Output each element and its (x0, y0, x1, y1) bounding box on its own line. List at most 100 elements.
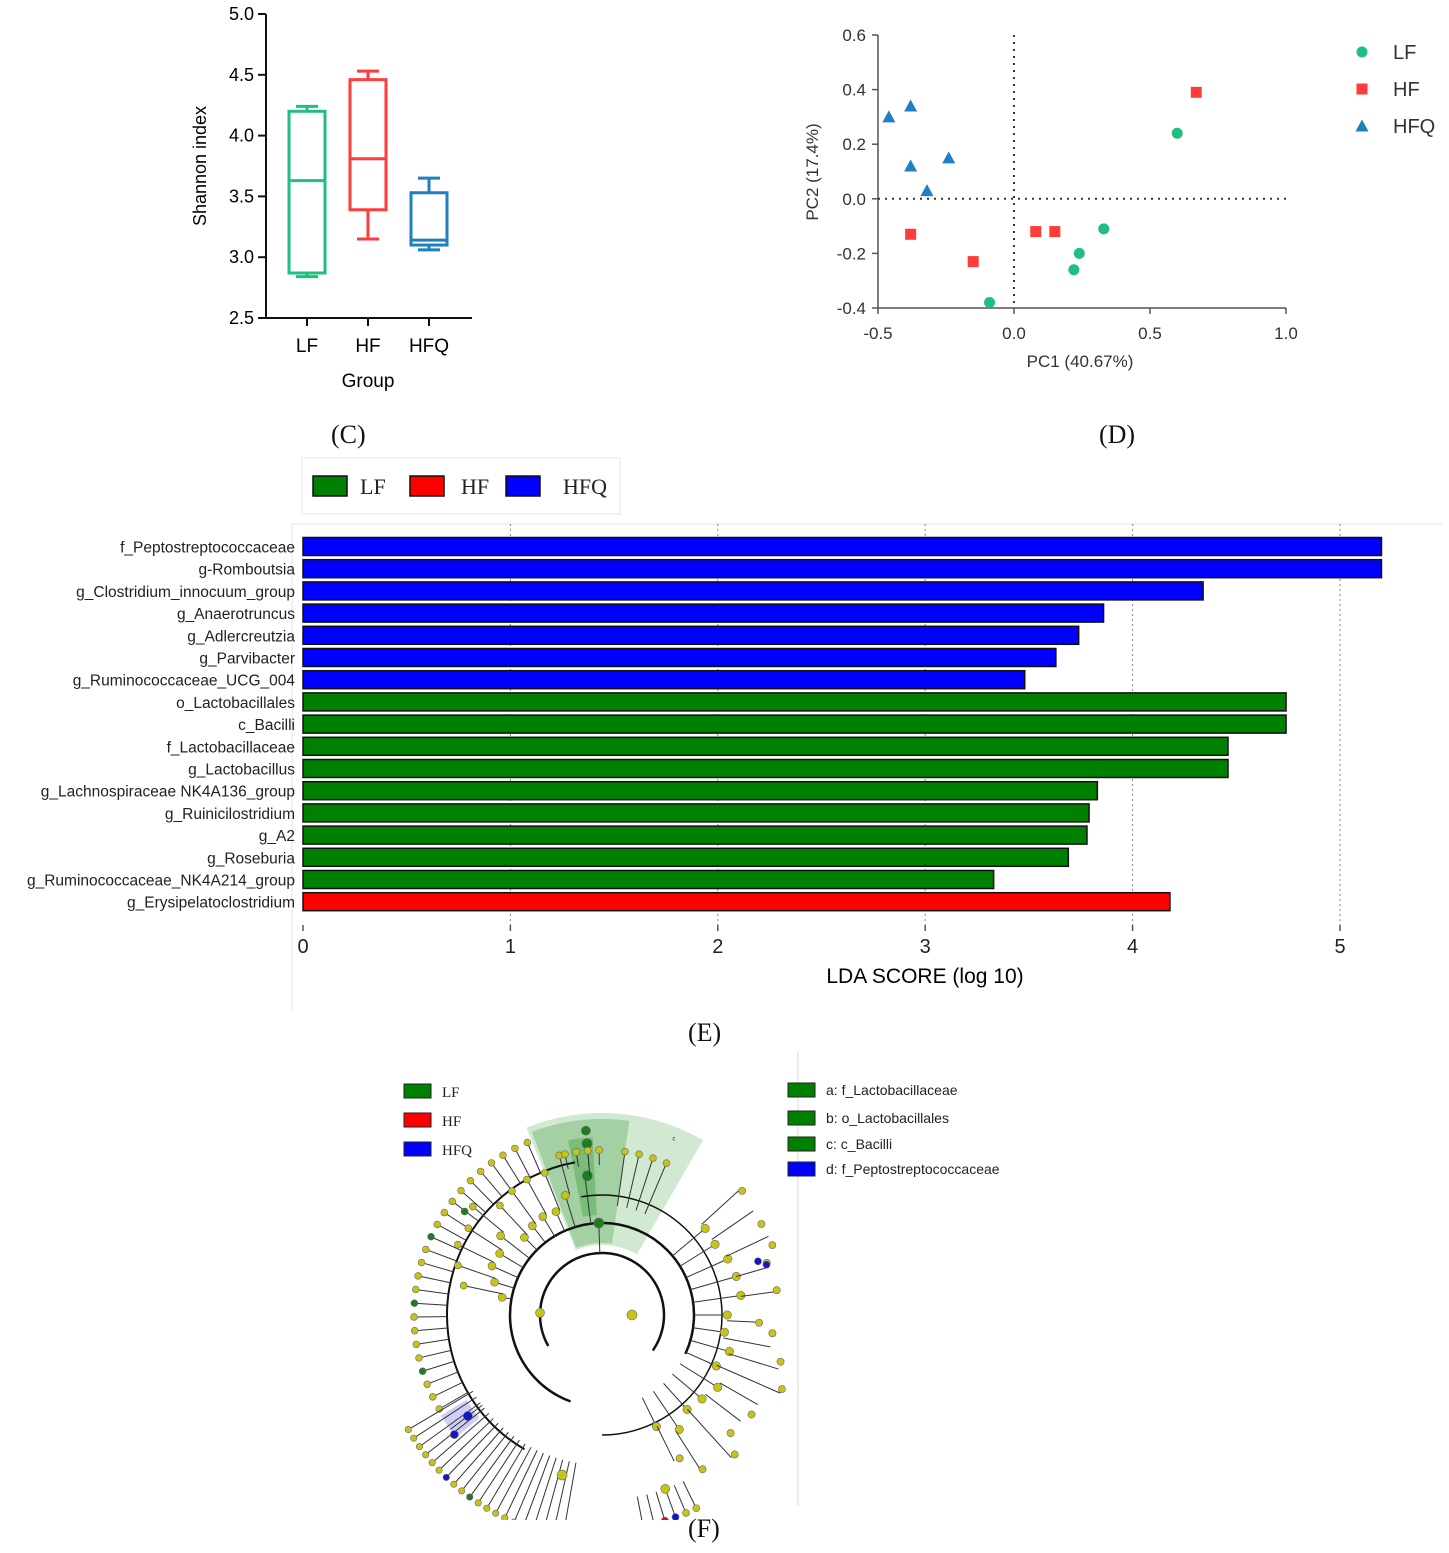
pca-legend-marker-hfq (1355, 119, 1369, 132)
cladogram-branch (486, 1443, 526, 1509)
lda-bar (302, 625, 1080, 646)
cladogram-branch (470, 1180, 494, 1205)
cladogram-branch (526, 1179, 547, 1215)
cladogram-branch (499, 1205, 528, 1236)
cladogram-branch (535, 1457, 557, 1520)
cladogram-node (422, 1451, 430, 1459)
cladogram-node (511, 1518, 517, 1520)
cladogram-node (528, 1221, 537, 1231)
cladogram-node (442, 1473, 450, 1481)
lda-legend-label: LF (360, 474, 386, 499)
cladogram-node (422, 1245, 430, 1254)
cladogram-branch (445, 1422, 499, 1478)
cladogram-node (777, 1385, 786, 1394)
cladogram-node (700, 1223, 710, 1233)
pca-x-tick-label: -0.5 (863, 324, 892, 343)
cladogram-branch (418, 1349, 452, 1359)
pca-y-tick-label: 0.2 (842, 135, 866, 154)
cladogram-node (661, 1516, 669, 1520)
cladogram-ring-outer-left (446, 1161, 576, 1451)
cladogram-branch (495, 1446, 532, 1514)
lda-legend-swatch-hf (409, 475, 445, 497)
boxplot-x-tick-label: HFQ (409, 336, 449, 357)
lda-bar-label: g_Ruminococcaceae_NK4A214_group (27, 873, 295, 890)
pca-x-tick-label: 1.0 (1274, 324, 1298, 343)
cladogram-branch (701, 1188, 741, 1225)
cladogram-branch (425, 1248, 457, 1262)
pca-y-axis-label: PC2 (17.4%) (803, 123, 822, 220)
cladogram-node-a (581, 1125, 591, 1136)
cladogram-branch (673, 1485, 687, 1514)
cladogram-node (404, 1426, 412, 1434)
cladogram-branch (564, 1195, 576, 1228)
cladogram-node (724, 1347, 734, 1357)
cladogram-node (730, 1450, 739, 1459)
cladogram-branch (656, 1426, 675, 1462)
box-iqr (348, 78, 388, 212)
pca-scatter-plot: -0.4 -0.2 0.0 0.2 0.4 0.6 -0.5 0.0 0.5 1.0 LF HF HF… (803, 26, 1435, 371)
lda-bar-label: g_A2 (259, 828, 295, 845)
pca-legend-marker-hf (1356, 83, 1368, 95)
cladogram-node (410, 1434, 418, 1442)
cladogram-node (483, 1504, 491, 1512)
cladogram-branch (437, 1223, 467, 1241)
cladogram-branch (499, 1253, 524, 1269)
cladogram-branch (544, 1172, 561, 1211)
cladogram-node (595, 1146, 604, 1154)
panel-label-e: (E) (688, 1018, 722, 1047)
cladogram-branch (421, 1262, 454, 1273)
cladogram-branch (438, 1392, 469, 1410)
cladogram-node (660, 1484, 671, 1494)
cladogram-node (755, 1318, 763, 1327)
cladogram-node (499, 1151, 507, 1159)
lda-bar-label: g_Adlercreutzia (187, 628, 295, 645)
cladogram-branch (457, 1264, 496, 1279)
boxplot-x-tick-label: LF (296, 336, 318, 357)
pca-x-tick-label: 0.5 (1138, 324, 1162, 343)
cladogram-node (768, 1241, 777, 1249)
cladogram-branch (693, 1294, 741, 1303)
cladogram-node (497, 1293, 507, 1302)
cladogram-branch (463, 1285, 503, 1295)
cladogram-node (540, 1169, 549, 1177)
pca-point-hf (967, 256, 979, 268)
boxplot-y-tick-label: 4.0 (229, 126, 254, 146)
cladogram-branch (664, 1488, 677, 1518)
lda-bar-label: g_Parvibacter (199, 651, 295, 668)
cladogram-node (556, 1469, 568, 1481)
boxplot-y-tick-label: 4.5 (229, 65, 254, 85)
cladogram-node (710, 1239, 720, 1249)
cladogram-branch (415, 1288, 449, 1295)
lda-bar-label: g_Clostridium_innocuum_group (76, 584, 295, 601)
cladogram-key-swatch (787, 1161, 816, 1177)
lda-bar (302, 536, 1383, 557)
cladogram-branch (430, 1236, 462, 1251)
lda-legend-swatch-lf (312, 475, 348, 497)
cladogram-branch (480, 1171, 503, 1197)
cladogram-node (496, 1231, 505, 1241)
panel-label-f: (F) (688, 1514, 720, 1543)
cladogram-branch (723, 1337, 771, 1348)
cladogram-branch (558, 1155, 571, 1195)
lda-x-tick-label: 3 (920, 936, 931, 958)
box-iqr (287, 109, 327, 275)
cladogram-branch (457, 1244, 494, 1263)
cladogram-ring-middle (508, 1221, 696, 1403)
cladogram-node (423, 1380, 431, 1388)
cladogram-node (466, 1176, 475, 1185)
lda-bar (302, 736, 1229, 757)
lda-bar (302, 669, 1026, 690)
cladogram-node (464, 1224, 473, 1232)
pca-y-tick-label: 0.4 (842, 81, 866, 100)
box-lf (287, 104, 327, 279)
lda-bar (302, 647, 1057, 668)
cladogram-branch (460, 1190, 487, 1213)
box-iqr (409, 191, 449, 247)
lda-bar (302, 780, 1099, 801)
cladogram-node (768, 1329, 777, 1338)
lda-x-tick-label: 1 (505, 936, 516, 958)
cladogram-branch (461, 1431, 509, 1492)
clade-letter: c (672, 1137, 675, 1143)
cladogram-branch (728, 1353, 779, 1370)
cladogram-node (723, 1254, 733, 1264)
